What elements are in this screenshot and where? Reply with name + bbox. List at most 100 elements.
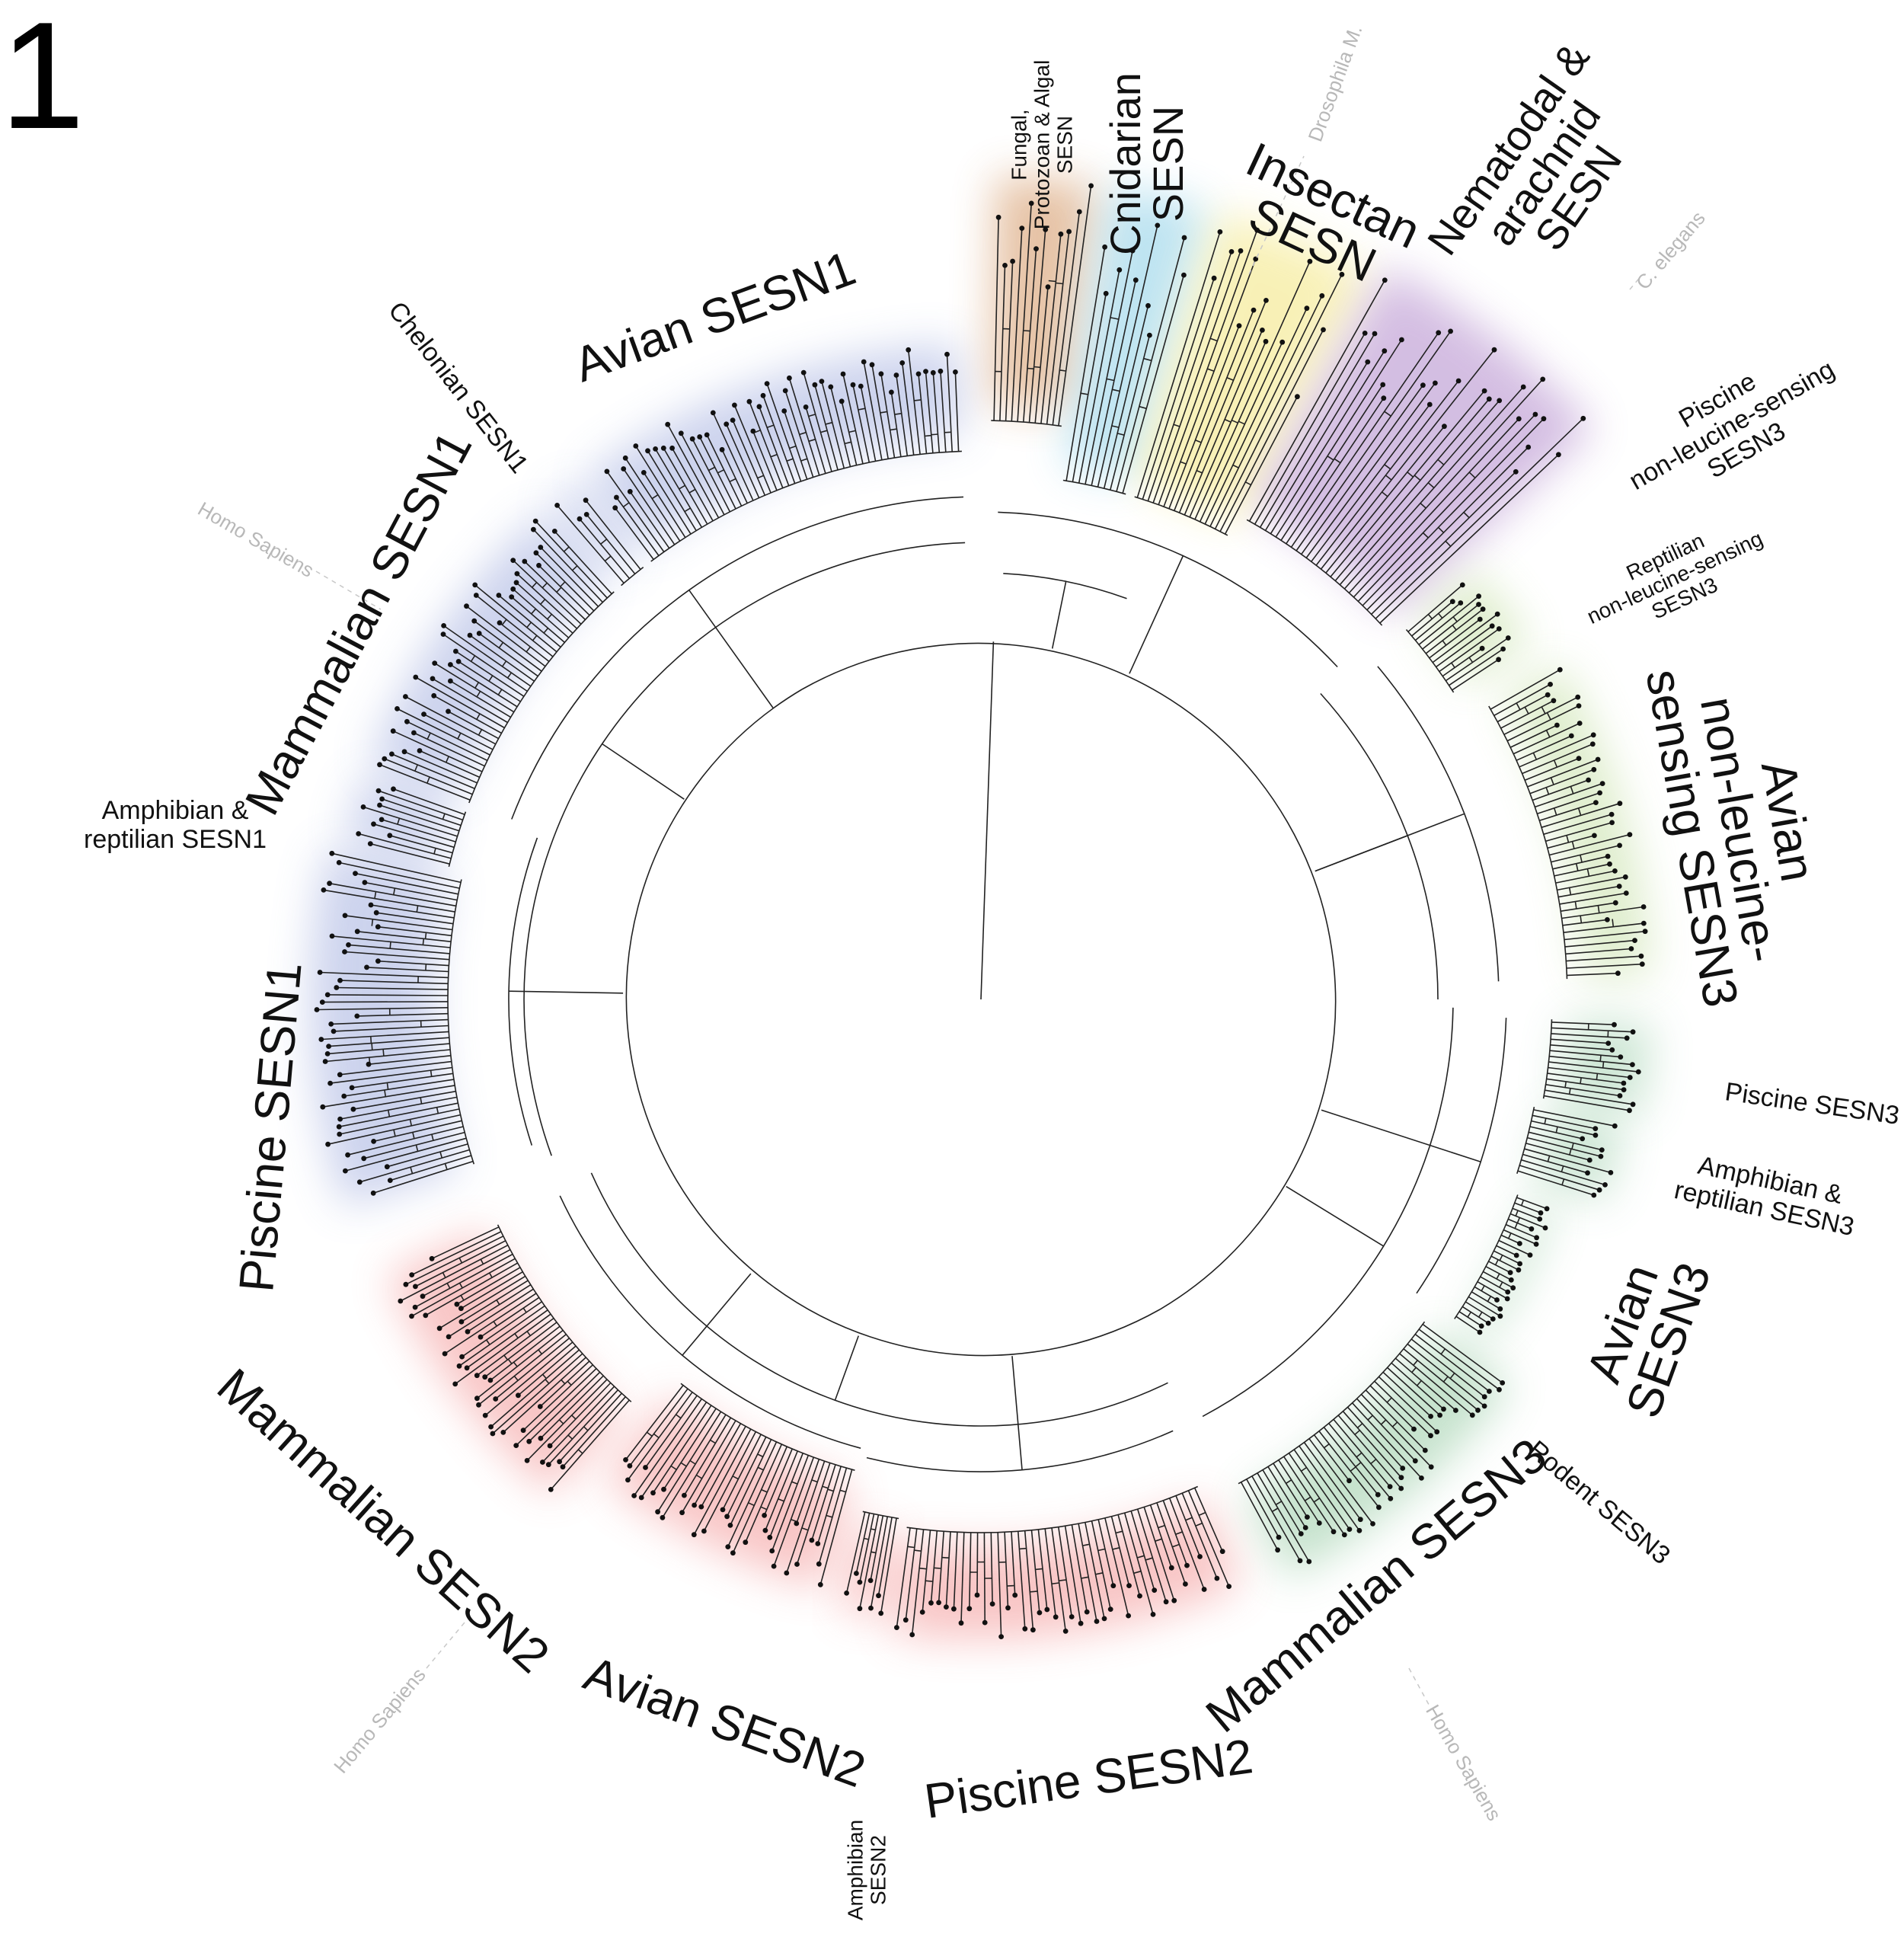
tip-avian-sesn1-38 [858,384,864,389]
label-piscine-sesn3: Piscine SESN3 [1724,1077,1902,1130]
tip-piscine-nls3-2 [1458,600,1463,606]
tip-avian-sesn3-15 [1505,1290,1510,1295]
group-stem-2 [1286,1187,1384,1246]
tip-mammalian-sesn1-41 [552,529,557,534]
tip-mammalian-sesn3-11 [1434,1429,1439,1434]
tip-mammalian-sesn2-42 [409,1272,414,1277]
tip-mammalian-sesn3-2 [1487,1389,1492,1394]
tip-avian-nls3-26 [1612,868,1618,874]
ref-label-drosophila: Drosophila M. [1303,22,1366,145]
tip-piscine-sesn1-26 [315,1007,320,1012]
tip-piscine-sesn1-9 [337,1132,342,1137]
tip-nematodal-16 [1482,388,1487,394]
label-fungal-line-0: Fungal, [1007,109,1030,180]
tip-avian-sesn3-22 [1479,1323,1484,1328]
tip-mammalian-sesn3-1 [1497,1387,1502,1392]
tip-avian-sesn1-23 [747,399,752,404]
tip-amph-rept-sesn1-8 [376,788,382,794]
tip-avian-sesn3-6 [1534,1242,1539,1247]
tip-piscine-sesn3-1 [1631,1029,1636,1034]
tip-mammalian-sesn3-32 [1317,1520,1322,1526]
group-stem-6 [1315,814,1465,871]
tip-avian-sesn3-1 [1538,1210,1544,1216]
tip-nematodal-3 [1365,360,1370,365]
tip-mammalian-sesn3-5 [1475,1408,1481,1413]
tip-avian-sesn2-15 [728,1523,733,1528]
tip-piscine-sesn2-7 [1169,1565,1174,1571]
tip-avian-sesn2-31 [625,1478,631,1483]
tip-mammalian-sesn3-17 [1419,1475,1424,1481]
tip-mammalian-sesn3-16 [1413,1458,1418,1463]
tip-avian-sesn3-7 [1517,1241,1522,1246]
tip-piscine-sesn1-47 [329,851,334,856]
tip-piscine-sesn1-43 [327,881,332,886]
tip-avian-sesn2-23 [682,1493,687,1498]
tip-amphibian-sesn2-0 [878,1611,883,1616]
tip-mammalian-sesn2-27 [478,1335,484,1340]
tip-piscine-sesn1-45 [353,871,358,876]
tip-avian-sesn2-5 [784,1571,789,1576]
tip-mammalian-sesn2-38 [420,1293,426,1299]
tip-mammalian-sesn3-7 [1453,1408,1458,1413]
tip-mammalian-sesn2-6 [525,1458,530,1463]
tip-amph-rept-sesn1-7 [379,797,385,802]
tip-mammalian-sesn3-24 [1376,1504,1382,1510]
tip-avian-sesn1-46 [916,372,922,377]
tip-amphibian-sesn2-7 [844,1591,849,1596]
tip-piscine-nls3-5 [1481,606,1486,612]
tip-avian-sesn2-7 [772,1564,777,1569]
tip-avian-sesn3-11 [1516,1268,1522,1273]
tip-avian-nls3-16 [1597,791,1602,796]
tip-mammalian-sesn2-13 [490,1431,496,1437]
tip-piscine-sesn1-3 [385,1164,390,1169]
tip-piscine-sesn3-4 [1609,1047,1615,1053]
tip-piscine-sesn1-12 [351,1107,356,1112]
tip-mammalian-sesn2-18 [476,1402,481,1408]
tip-piscine-nls3-10 [1480,646,1485,651]
tip-piscine-sesn2-3 [1197,1554,1203,1559]
tip-piscine-sesn2-1 [1226,1584,1232,1589]
tip-piscine-sesn1-21 [326,1044,331,1049]
branch-piscine-sesn2-32 [984,1533,985,1622]
tip-mammalian-sesn3-37 [1298,1558,1303,1563]
tip-mammalian-sesn1-9 [421,711,426,717]
tip-avian-sesn2-2 [815,1541,820,1546]
tip-insectan-13 [1305,305,1310,311]
tip-chelonian-sesn1-2 [584,512,589,517]
tip-amph-rept-sesn3-2 [1593,1133,1599,1138]
tip-piscine-sesn1-14 [341,1094,347,1099]
ref-label-homo-sesn2: Homo Sapiens [329,1664,430,1778]
group-stem-0 [1129,556,1183,674]
tip-avian-sesn1-9 [653,446,658,452]
tip-avian-sesn2-20 [698,1504,704,1510]
root-branch [981,641,993,999]
tip-fungal-1 [1002,263,1008,268]
tip-piscine-nls3-8 [1490,623,1495,628]
tip-mammalian-sesn2-22 [474,1373,480,1378]
tip-avian-sesn3-4 [1529,1226,1535,1232]
tip-piscine-sesn2-10 [1152,1587,1157,1593]
tip-fungal-3 [1019,225,1024,231]
tip-mammalian-sesn2-23 [452,1382,458,1387]
tip-amphibian-sesn2-1 [876,1593,881,1598]
tip-nematodal-19 [1521,385,1526,390]
tip-avian-sesn1-17 [720,447,725,452]
tip-mammalian-sesn3-39 [1275,1547,1280,1552]
node-piscine-sesn3-6 [1600,1055,1601,1061]
ref-label-c-elegans: C. elegans [1631,206,1710,294]
tip-avian-nls3-12 [1596,757,1601,762]
tip-insectan-12 [1279,340,1285,345]
tip-avian-sesn1-51 [953,369,958,375]
tip-mammalian-sesn3-10 [1428,1414,1433,1419]
tip-nematodal-6 [1380,382,1385,388]
tip-avian-nls3-14 [1586,778,1591,783]
tip-avian-sesn3-23 [1478,1330,1483,1335]
ref-line-homo-sesn3 [1409,1668,1432,1710]
clade-arc-piscine-sesn3 [1544,1019,1552,1098]
tip-avian-sesn3-21 [1486,1321,1491,1326]
tip-amph-rept-sesn3-3 [1580,1137,1585,1142]
tip-amph-rept-sesn1-5 [361,804,366,810]
